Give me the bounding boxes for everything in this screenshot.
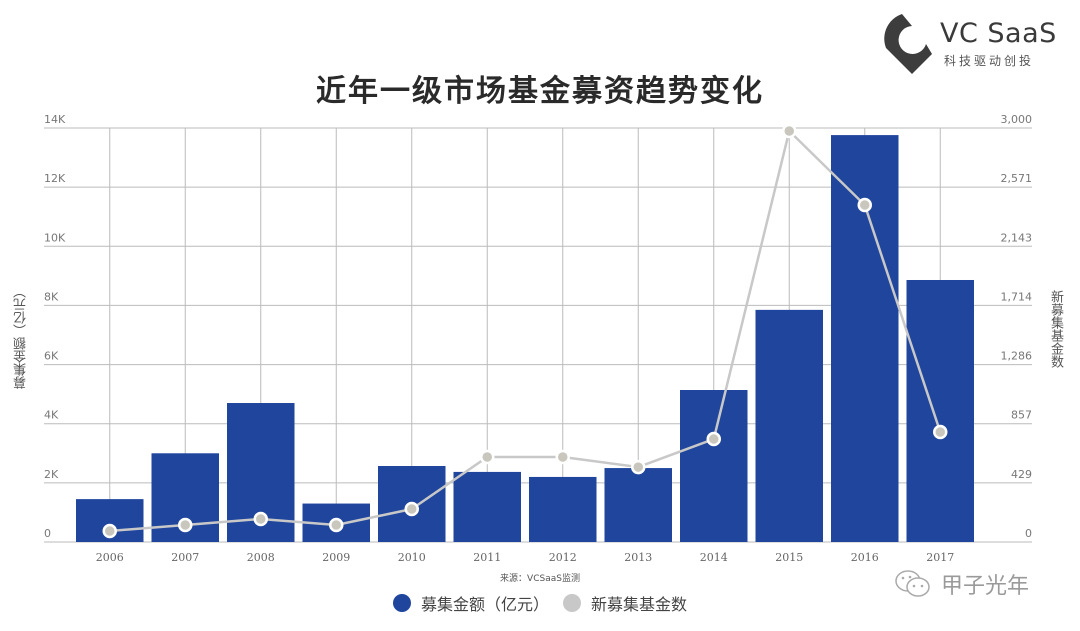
right-tick-label: 2,143	[1001, 231, 1033, 244]
line-point-2014	[706, 431, 721, 447]
wechat-icon	[895, 570, 930, 597]
legend-line-label: 新募集基金数	[591, 595, 688, 614]
right-tick-label: 1,714	[1001, 290, 1033, 303]
left-tick-label: 2K	[44, 468, 59, 481]
watermark: 甲子光年	[893, 568, 1029, 600]
x-tick-label: 2007	[171, 551, 199, 564]
left-tick-label: 0	[44, 527, 51, 540]
x-tick-label: 2009	[322, 551, 350, 564]
line-point-2012	[555, 449, 570, 465]
x-tick-label: 2012	[549, 551, 577, 564]
line-point-2011	[480, 449, 495, 465]
vc-saas-logo: VC SaaS 科技驱动创投	[882, 10, 1072, 80]
left-tick-label: 14K	[44, 113, 66, 126]
bar-2016	[831, 135, 899, 542]
line-point-2008	[253, 511, 268, 527]
bar-2014	[680, 390, 748, 542]
source-note: 来源：VCSaaS监测	[500, 574, 580, 584]
x-tick-label: 2017	[926, 551, 954, 564]
watermark-text: 甲子光年	[941, 574, 1030, 599]
left-tick-label: 8K	[44, 290, 59, 303]
chart-legend: 募集金额（亿元） 新募集基金数	[0, 591, 1080, 615]
legend-bar-swatch-icon	[392, 594, 411, 612]
line-point-2006	[102, 523, 117, 539]
bar-2015	[755, 309, 823, 542]
x-tick-label: 2014	[700, 551, 728, 564]
right-tick-label: 1,286	[1001, 350, 1033, 363]
legend-item-count: 新募集基金数	[563, 591, 687, 615]
legend-bar-label: 募集金额（亿元）	[420, 595, 549, 614]
logo-c-icon	[884, 14, 932, 74]
x-tick-label: 2006	[96, 551, 124, 564]
line-point-2010	[404, 501, 419, 517]
line-point-2007	[178, 517, 193, 533]
x-tick-label: 2015	[775, 551, 803, 564]
left-tick-label: 10K	[44, 231, 66, 244]
line-point-2015	[782, 123, 797, 139]
bar-2017	[906, 279, 974, 542]
bar-2013	[604, 468, 672, 542]
legend-item-amount: 募集金额（亿元）	[392, 591, 549, 615]
line-point-2017	[933, 424, 948, 440]
line-point-2013	[631, 459, 646, 475]
left-tick-label: 6K	[44, 350, 59, 363]
right-tick-label: 429	[1011, 468, 1032, 481]
bar-2011	[453, 471, 521, 542]
line-point-2016	[857, 197, 872, 213]
x-tick-label: 2013	[624, 551, 652, 564]
left-tick-label: 12K	[44, 172, 66, 185]
legend-line-swatch-icon	[563, 594, 581, 612]
chart-title: 近年一级市场基金募资趋势变化	[316, 74, 764, 109]
right-tick-label: 0	[1025, 527, 1032, 540]
right-tick-label: 2,571	[1001, 172, 1033, 185]
x-tick-label: 2010	[398, 551, 426, 564]
x-tick-label: 2011	[473, 551, 501, 564]
x-tick-label: 2016	[851, 551, 879, 564]
logo-name: VC SaaS	[940, 18, 1057, 49]
line-point-2009	[329, 517, 344, 533]
right-tick-label: 3,000	[1001, 113, 1033, 126]
logo-tagline: 科技驱动创投	[944, 54, 1035, 68]
x-tick-label: 2008	[247, 551, 275, 564]
left-tick-label: 4K	[44, 409, 59, 422]
right-axis-label: 新募集基金数	[1048, 290, 1063, 368]
bar-2012	[529, 476, 597, 542]
right-tick-label: 857	[1011, 409, 1032, 422]
